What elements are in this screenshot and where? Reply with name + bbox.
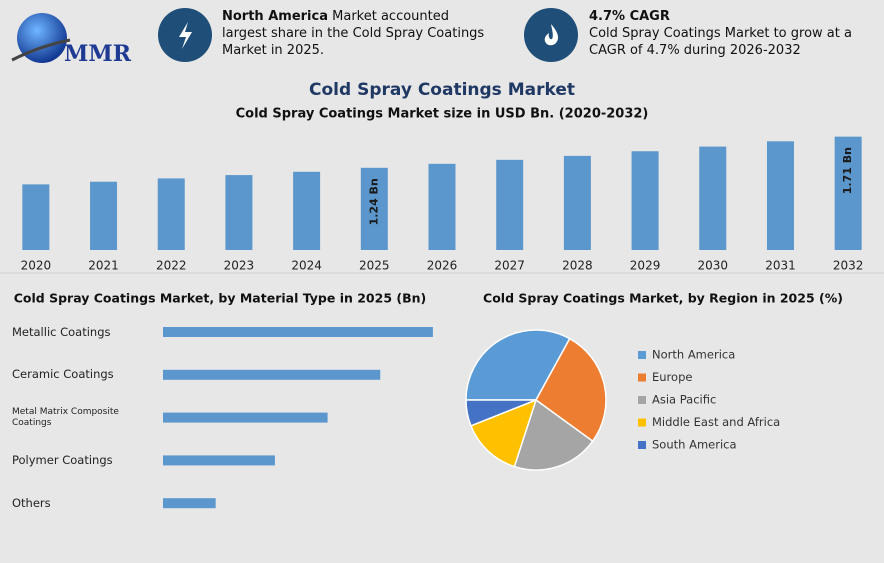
page-title: Cold Spray Coatings Market	[309, 80, 575, 100]
bar	[22, 184, 50, 250]
info-box: 4.7% CAGR Cold Spray Coatings Market to g…	[589, 8, 881, 59]
bar	[293, 171, 321, 250]
info-box: North America Market accounted largest s…	[222, 8, 497, 59]
info-bold: 4.7% CAGR	[589, 9, 670, 24]
category-label: Ceramic Coatings	[12, 367, 114, 382]
info-bold: North America	[222, 9, 328, 24]
legend-label: North America	[652, 348, 735, 362]
bar	[563, 155, 591, 250]
chart-title: Cold Spray Coatings Market size in USD B…	[236, 107, 649, 122]
legend-swatch	[638, 418, 646, 427]
legend-swatch	[638, 441, 646, 449]
x-tick-label: 2025	[359, 259, 390, 273]
category-label: Metallic Coatings	[12, 324, 111, 339]
category-label: Polymer Coatings	[12, 452, 113, 467]
pie-slice	[513, 398, 594, 471]
chart-title: Cold Spray Coatings Market, by Material …	[14, 291, 426, 306]
legend-swatch	[638, 396, 646, 404]
x-tick-label: 2020	[21, 259, 52, 273]
legend-swatch	[638, 373, 646, 382]
bar	[631, 151, 659, 250]
legend-label: South America	[652, 438, 737, 452]
bar	[163, 369, 381, 380]
pie-slice	[535, 337, 607, 443]
icon-bolt	[179, 22, 192, 49]
x-tick-label: 2026	[427, 259, 458, 273]
bar	[163, 498, 216, 509]
bar	[163, 327, 433, 337]
x-tick-label: 2028	[562, 259, 593, 273]
value-label: 1.24 Bn	[367, 178, 380, 225]
bar	[428, 163, 456, 250]
bar	[90, 181, 118, 250]
x-tick-label: 2022	[156, 259, 187, 273]
x-tick-label: 2031	[765, 259, 796, 273]
bar	[163, 455, 275, 466]
logo-swoosh	[11, 38, 71, 62]
pie-slice	[469, 398, 538, 468]
bar	[163, 412, 328, 423]
bar	[699, 146, 727, 250]
x-tick-label: 2029	[630, 259, 661, 273]
bar	[766, 141, 794, 250]
bar	[496, 159, 524, 250]
bar	[225, 175, 253, 250]
x-tick-label: 2032	[833, 259, 864, 273]
category-label: Others	[12, 495, 51, 510]
info-text: Market accounted largest share in the Co…	[222, 9, 485, 58]
legend-swatch	[638, 351, 646, 359]
pie-slice	[465, 399, 537, 427]
pie-slice	[465, 329, 571, 401]
x-tick-label: 2021	[88, 259, 119, 273]
legend-label: Middle East and Africa	[652, 415, 780, 429]
x-tick-label: 2024	[291, 259, 322, 273]
x-tick-label: 2023	[224, 259, 255, 273]
legend-label: Europe	[652, 370, 692, 384]
icon-drop	[544, 24, 559, 46]
value-label: 1.71 Bn	[841, 147, 854, 194]
x-tick-label: 2030	[697, 259, 728, 273]
x-tick-label: 2027	[494, 259, 525, 273]
bar	[157, 178, 185, 250]
icon-circle	[524, 8, 578, 62]
bar	[834, 136, 862, 250]
logo-text: MMR	[64, 41, 132, 67]
category-label: Metal Matrix Composite Coatings	[12, 406, 119, 428]
info-text: Cold Spray Coatings Market to grow at a …	[589, 26, 852, 58]
chart-title: Cold Spray Coatings Market, by Region in…	[483, 291, 843, 306]
bar	[360, 167, 388, 250]
legend-label: Asia Pacific	[652, 393, 716, 407]
